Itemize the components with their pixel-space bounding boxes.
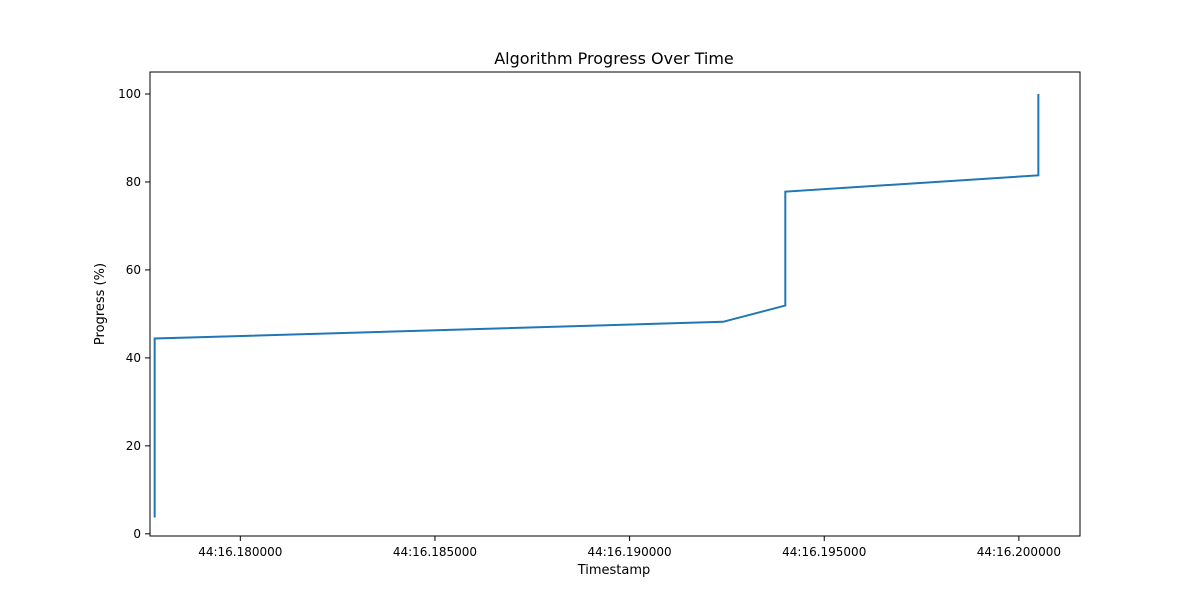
x-tick-label: 44:16.200000 bbox=[977, 545, 1061, 559]
x-tick-label: 44:16.185000 bbox=[393, 545, 477, 559]
y-tick-label: 0 bbox=[133, 527, 141, 541]
x-tick-label: 44:16.180000 bbox=[198, 545, 282, 559]
y-axis: 0 20 40 60 80 100 bbox=[118, 87, 150, 541]
y-tick-label: 20 bbox=[126, 439, 141, 453]
y-tick-label: 40 bbox=[126, 351, 141, 365]
plot-area bbox=[149, 71, 1081, 537]
y-axis-label: Progress (%) bbox=[93, 263, 108, 345]
chart-title: Algorithm Progress Over Time bbox=[494, 49, 734, 68]
y-tick-label: 80 bbox=[126, 175, 141, 189]
x-axis: 44:16.180000 44:16.185000 44:16.190000 44:1… bbox=[198, 536, 1061, 559]
x-axis-label: Timestamp bbox=[577, 563, 651, 578]
series-layer bbox=[153, 93, 1040, 518]
series-line-0 bbox=[153, 93, 1040, 518]
y-tick-label: 60 bbox=[126, 263, 141, 277]
x-tick-label: 44:16.190000 bbox=[587, 545, 671, 559]
x-tick-label: 44:16.195000 bbox=[782, 545, 866, 559]
y-tick-label: 100 bbox=[118, 87, 141, 101]
